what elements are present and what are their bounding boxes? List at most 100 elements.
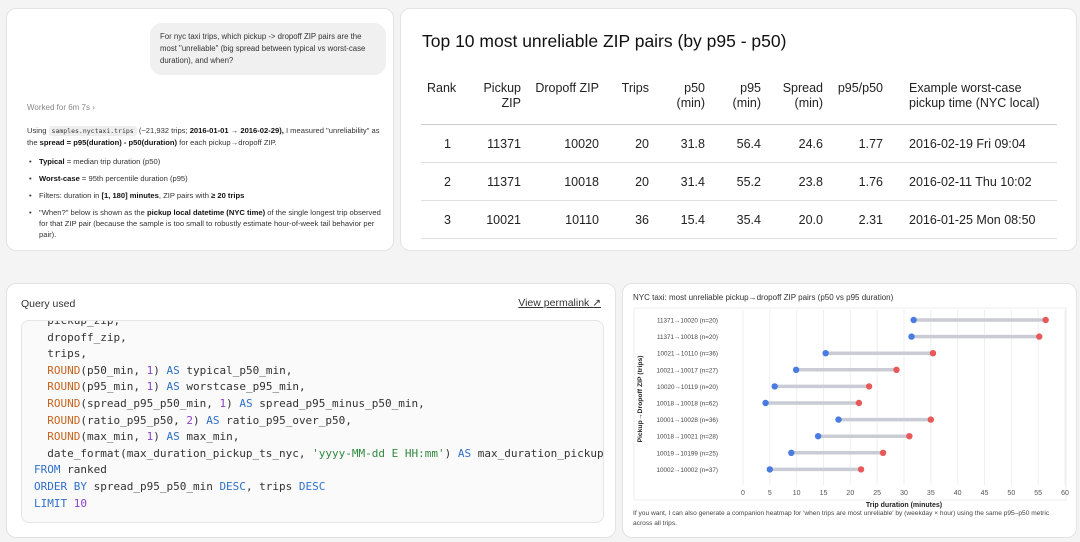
- list-item: Worst-case = 95th percentile duration (p…: [27, 173, 387, 184]
- x-tick-label: 25: [873, 490, 881, 497]
- table-cell: 10020: [527, 124, 605, 163]
- x-tick-label: 40: [954, 490, 962, 497]
- code-token: 1: [146, 363, 154, 377]
- table-cell: 36: [605, 200, 655, 239]
- code-token: (p50_min,: [80, 363, 147, 377]
- assistant-intro: Using samples.nyctaxi.trips (~21,932 tri…: [27, 125, 392, 148]
- column-header: Pickup ZIP: [469, 81, 527, 125]
- column-header: p95 (min): [711, 81, 767, 125]
- code-line: ROUND(max_min, 1) AS max_min,: [34, 429, 603, 446]
- x-tick-label: 15: [820, 490, 828, 497]
- table-cell: 24.6: [767, 124, 829, 163]
- table-name: samples.nyctaxi.trips: [48, 126, 137, 136]
- code-token: AS: [166, 430, 180, 444]
- sql-code-block[interactable]: pickup_zip, dropoff_zip, trips, ROUND(p5…: [21, 320, 604, 523]
- table-cell: 10110: [527, 200, 605, 239]
- table-cell: 1: [421, 124, 469, 163]
- y-tick-label: 10020→10119 (n=20): [657, 384, 718, 391]
- p50-point: [908, 333, 915, 340]
- code-token: (max_min,: [80, 430, 147, 444]
- y-axis-label: Pickup→Dropoff ZIP (trips): [637, 355, 644, 442]
- p95-point: [855, 399, 863, 407]
- view-permalink-link[interactable]: View permalink ↗: [518, 297, 601, 309]
- list-item: "When?" below is shown as the pickup loc…: [27, 207, 387, 240]
- x-tick-label: 0: [741, 490, 745, 497]
- table-cell: 2016-01-25 Mon 08:50: [889, 200, 1057, 239]
- p95-point: [927, 416, 935, 423]
- y-tick-label: 10018→10018 (n=62): [657, 401, 718, 408]
- x-tick-label: 50: [1007, 490, 1015, 497]
- code-token: , trips: [245, 479, 299, 493]
- code-line: ORDER BY spread_p95_p50_min DESC, trips …: [34, 479, 603, 496]
- code-token: [34, 364, 47, 377]
- table-cell: 1.76: [829, 162, 889, 201]
- y-tick-label: 10002→10002 (n=37): [657, 467, 718, 474]
- code-line: FROM ranked: [34, 462, 603, 479]
- table-cell: 23.8: [767, 162, 829, 201]
- code-line: ROUND(p50_min, 1) AS typical_p50_min,: [34, 363, 603, 380]
- code-token: typical_p50_min,: [179, 363, 293, 377]
- results-panel: Top 10 most unreliable ZIP pairs (by p95…: [400, 8, 1077, 251]
- intro-formula: spread = p95(duration) - p50(duration): [39, 138, 178, 147]
- p50-point: [910, 316, 917, 324]
- code-token: ROUND: [47, 430, 81, 444]
- code-token: spread_p95_p50_min: [86, 479, 220, 493]
- y-tick-label: 10021→10017 (n=27): [657, 367, 718, 374]
- p95-point: [879, 449, 887, 456]
- intro-text: for each pickup→dropoff ZIP.: [177, 138, 277, 147]
- table-row: 1 11371 10020 20 31.8 56.4 24.6 1.77 2016-02-19 …: [421, 124, 1057, 163]
- query-panel: Query used View permalink ↗ pickup_zip, …: [6, 283, 616, 538]
- table-cell: 35.4: [711, 200, 767, 239]
- code-token: ): [444, 446, 458, 460]
- code-token: ROUND: [47, 413, 81, 427]
- p95-point: [865, 383, 873, 390]
- p50-point: [788, 449, 795, 456]
- code-token: pickup_zip,: [34, 320, 121, 327]
- code-token: AS: [239, 396, 253, 410]
- table-cell: 56.4: [711, 124, 767, 163]
- code-token: 10: [73, 496, 87, 510]
- column-header: p95/p50: [829, 81, 889, 125]
- p50-point: [771, 383, 778, 390]
- code-token: spread_p95_minus_p50_min,: [252, 396, 425, 410]
- p50-point: [762, 399, 769, 407]
- code-token: ): [192, 413, 207, 427]
- p95-point: [1042, 316, 1049, 324]
- results-table: Rank Pickup ZIP Dropoff ZIP Trips p50 (min) p…: [421, 81, 1057, 239]
- chart-panel: NYC taxi: most unreliable pickup→dropoff…: [622, 283, 1077, 538]
- table-cell: 2: [421, 162, 469, 201]
- table-cell: 10021: [469, 200, 527, 239]
- x-tick-label: 45: [981, 490, 989, 497]
- p50-point: [792, 366, 800, 373]
- code-token: [34, 414, 47, 427]
- code-token: ): [153, 430, 167, 444]
- p95-point: [857, 466, 865, 473]
- column-header: Trips: [605, 81, 655, 125]
- code-token: max_min,: [179, 430, 240, 444]
- x-axis-label: Trip duration (minutes): [866, 502, 942, 509]
- code-token: date_format(max_duration_pickup_ts_nyc,: [34, 446, 313, 460]
- table-cell: 11371: [469, 162, 527, 201]
- code-token: ranked: [60, 463, 107, 477]
- code-token: 1: [219, 396, 227, 410]
- code-token: LIMIT: [34, 496, 68, 510]
- y-tick-label: 11371→10020 (n=20): [657, 318, 718, 325]
- code-line: date_format(max_duration_pickup_ts_nyc, …: [34, 446, 603, 463]
- table-cell: 10018: [527, 162, 605, 201]
- column-header: p50 (min): [655, 81, 711, 125]
- y-tick-label: 10001→10028 (n=36): [657, 417, 718, 424]
- code-token: FROM: [34, 463, 61, 477]
- code-line: ROUND(spread_p95_p50_min, 1) AS spread_p…: [34, 396, 603, 413]
- code-token: (p95_min,: [80, 380, 147, 394]
- column-header: Example worst-case pickup time (NYC loca…: [889, 81, 1057, 125]
- worked-for-toggle[interactable]: Worked for 6m 7s ›: [27, 103, 95, 112]
- p95-point: [906, 433, 913, 440]
- intro-dates: 2016-01-01 → 2016-02-29),: [189, 126, 284, 135]
- intro-text: I measured "unreliability" as the: [27, 126, 380, 147]
- table-cell: 2016-02-19 Fri 09:04: [889, 124, 1057, 163]
- table-cell: 20.0: [767, 200, 829, 239]
- table-row: 3 10021 10110 36 15.4 35.4 20.0 2.31 2016-01-25 …: [421, 200, 1057, 239]
- x-tick-label: 60: [1061, 490, 1069, 497]
- code-token: AS: [457, 446, 472, 460]
- table-cell: 31.8: [655, 124, 711, 163]
